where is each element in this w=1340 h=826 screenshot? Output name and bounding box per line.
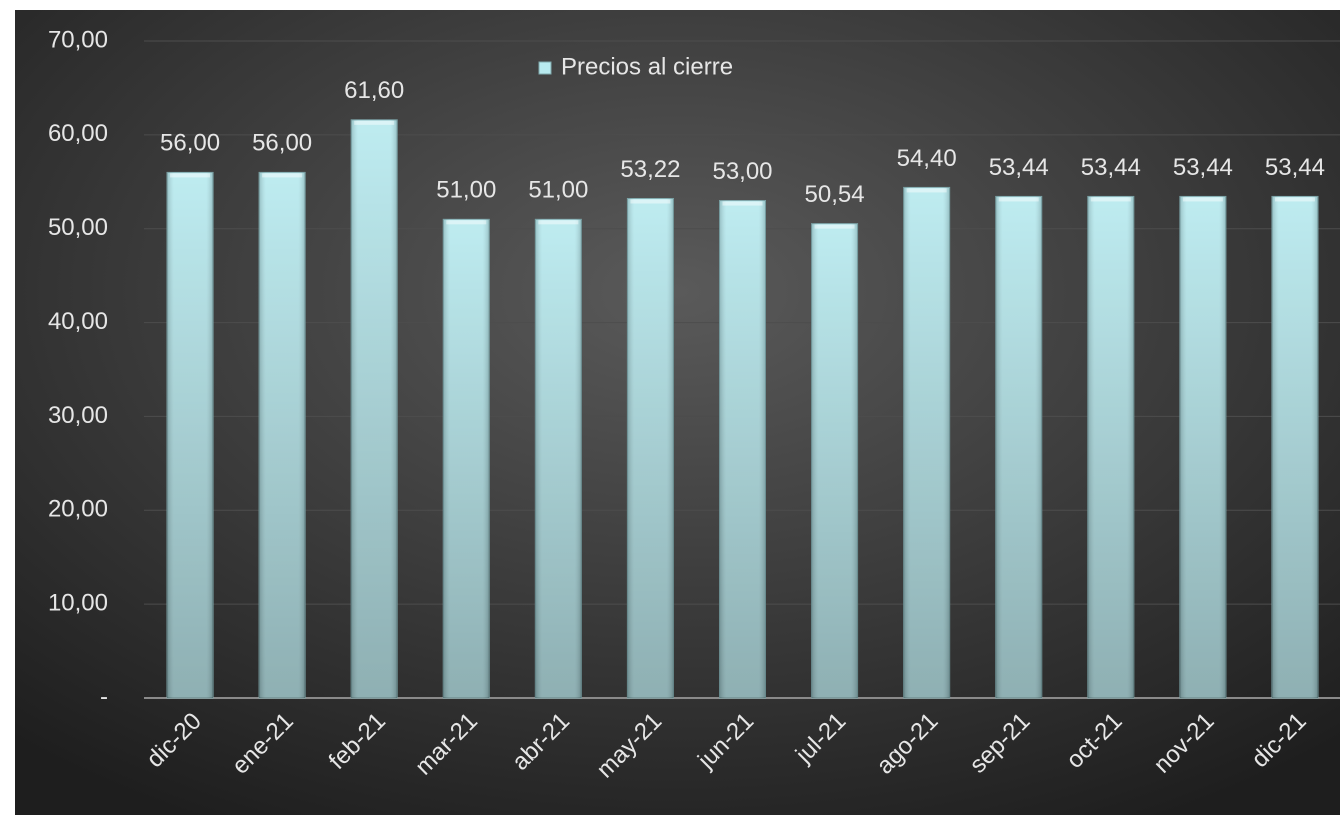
bar xyxy=(442,218,490,699)
y-tick-label: 10,00 xyxy=(48,589,108,616)
bar xyxy=(811,223,859,699)
legend-marker xyxy=(538,61,552,75)
data-label: 56,00 xyxy=(252,130,312,157)
data-label: 53,44 xyxy=(1173,154,1233,181)
y-tick-label: 60,00 xyxy=(48,120,108,147)
data-label: 53,22 xyxy=(620,156,680,183)
data-label: 53,44 xyxy=(989,154,1049,181)
bar xyxy=(258,171,306,699)
y-tick-label: 50,00 xyxy=(48,214,108,241)
y-tick-label: 20,00 xyxy=(48,496,108,523)
data-label: 54,40 xyxy=(897,145,957,172)
bar xyxy=(1087,195,1135,699)
y-tick-label: - xyxy=(100,683,108,710)
data-label: 53,00 xyxy=(712,158,772,185)
bar xyxy=(534,218,582,699)
bar xyxy=(1179,195,1227,699)
y-tick-label: 70,00 xyxy=(48,26,108,53)
bar xyxy=(166,171,214,699)
legend-label: Precios al cierre xyxy=(561,53,733,80)
bar xyxy=(995,195,1043,699)
bar xyxy=(1271,195,1319,699)
data-label: 50,54 xyxy=(805,181,865,208)
bar xyxy=(626,197,674,699)
data-label: 61,60 xyxy=(344,77,404,104)
data-label: 56,00 xyxy=(160,130,220,157)
y-tick-label: 40,00 xyxy=(48,308,108,335)
y-tick-label: 30,00 xyxy=(48,402,108,429)
data-label: 51,00 xyxy=(528,177,588,204)
bar xyxy=(903,186,951,699)
bar xyxy=(719,200,766,699)
data-label: 53,44 xyxy=(1265,154,1325,181)
data-label: 53,44 xyxy=(1081,154,1141,181)
data-label: 51,00 xyxy=(436,177,496,204)
bar xyxy=(350,119,398,699)
